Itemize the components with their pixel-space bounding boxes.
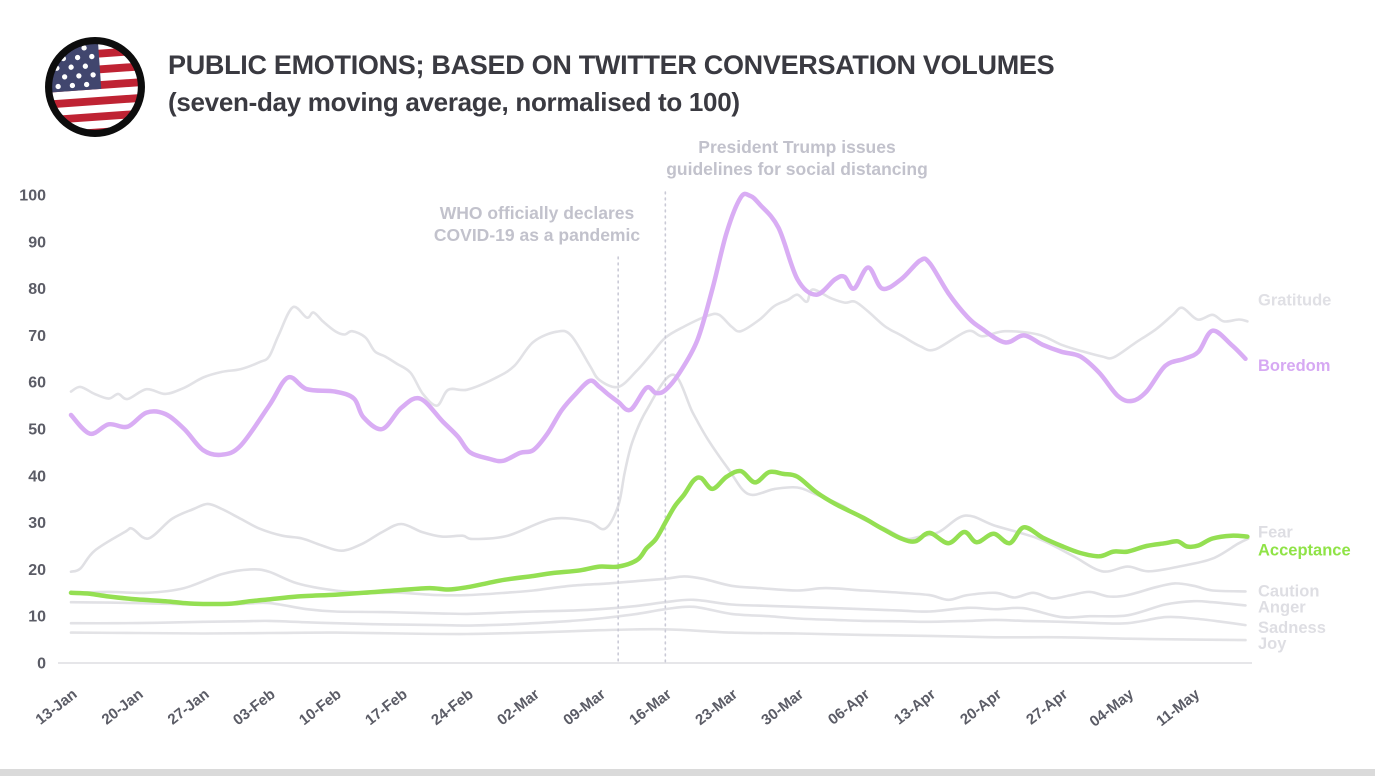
x-tick-label: 30-Mar — [758, 686, 807, 729]
x-tick-label: 13-Apr — [891, 686, 939, 729]
annotation-trump-text: guidelines for social distancing — [666, 159, 928, 179]
x-tick-label: 04-May — [1087, 685, 1138, 730]
annotation-trump-text: President Trump issues — [698, 137, 896, 157]
x-tick-label: 27-Apr — [1023, 686, 1071, 729]
y-tick-label: 100 — [19, 188, 46, 205]
annotation-who-text: COVID-19 as a pandemic — [434, 225, 640, 245]
y-tick-label: 30 — [28, 515, 46, 532]
series-end-label-sadness: Sadness — [1258, 619, 1326, 637]
x-tick-label: 10-Feb — [296, 686, 345, 729]
title-block: PUBLIC EMOTIONS; BASED ON TWITTER CONVER… — [168, 50, 1055, 118]
x-tick-label: 20-Apr — [957, 686, 1005, 729]
x-tick-label: 20-Jan — [99, 686, 147, 729]
y-tick-label: 0 — [37, 656, 46, 673]
series-end-label-boredom: Boredom — [1258, 357, 1330, 375]
series-end-label-joy: Joy — [1258, 635, 1287, 653]
annotation-who-text: WHO officially declares — [440, 203, 635, 223]
y-tick-label: 50 — [28, 422, 46, 439]
y-tick-label: 70 — [28, 328, 46, 345]
series-line-caution — [69, 567, 1247, 602]
page-title: PUBLIC EMOTIONS; BASED ON TWITTER CONVER… — [168, 50, 1055, 80]
series-line-boredom — [68, 191, 1248, 464]
x-tick-label: 16-Mar — [626, 686, 675, 729]
x-tick-label: 03-Feb — [230, 686, 279, 729]
x-tick-label: 17-Feb — [362, 686, 411, 729]
y-tick-label: 90 — [28, 234, 46, 251]
series-end-label-gratitude: Gratitude — [1258, 291, 1331, 309]
us-flag-icon — [44, 36, 146, 138]
series-line-acceptance — [68, 468, 1250, 607]
x-tick-label: 27-Jan — [165, 686, 213, 729]
series-end-label-caution: Caution — [1258, 582, 1319, 600]
series-line-gratitude — [69, 288, 1249, 407]
y-tick-label: 10 — [28, 609, 46, 626]
series-end-label-fear: Fear — [1258, 524, 1293, 542]
series-line-fear — [69, 373, 1250, 573]
y-tick-label: 40 — [28, 468, 46, 485]
x-tick-label: 11-May — [1153, 685, 1203, 730]
page-subtitle: (seven-day moving average, normalised to… — [168, 87, 740, 117]
x-tick-label: 24-Feb — [428, 686, 477, 729]
series-line-sadness — [69, 605, 1247, 627]
y-tick-label: 20 — [28, 562, 46, 579]
x-tick-label: 02-Mar — [494, 686, 543, 729]
y-tick-label: 60 — [28, 375, 46, 392]
x-tick-label: 09-Mar — [560, 686, 609, 729]
bottom-bar — [0, 769, 1375, 776]
x-tick-label: 23-Mar — [692, 686, 741, 729]
series-end-label-anger: Anger — [1258, 598, 1306, 616]
x-tick-label: 06-Apr — [825, 686, 873, 729]
series-end-label-acceptance: Acceptance — [1258, 542, 1351, 560]
y-tick-label: 80 — [28, 281, 46, 298]
x-tick-label: 13-Jan — [33, 686, 81, 729]
chart-header: PUBLIC EMOTIONS; BASED ON TWITTER CONVER… — [0, 0, 1375, 140]
series-line-joy — [69, 627, 1247, 642]
